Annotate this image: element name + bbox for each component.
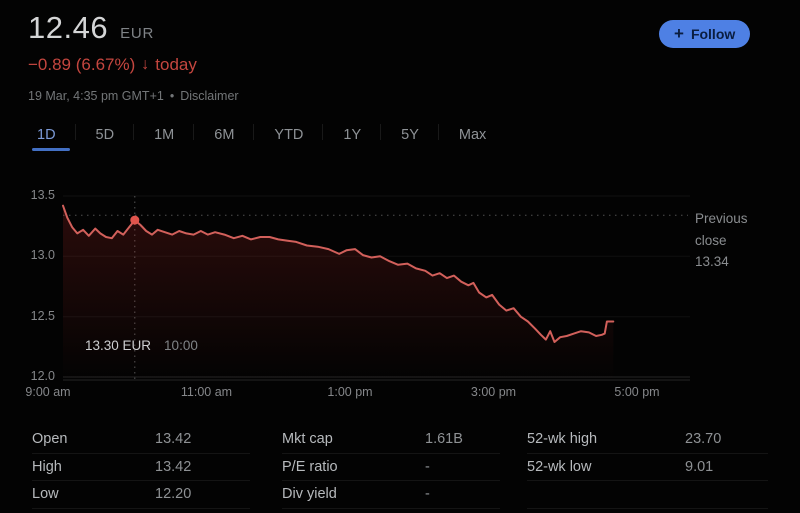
stat-row-open: Open 13.42 [32,426,250,454]
stat-row-52-wk-high: 52-wk high 23.70 [527,426,768,454]
stat-label: Div yield [282,486,337,503]
stat-label: High [32,458,62,475]
stat-value: - [425,486,430,503]
stat-row-mkt-cap: Mkt cap 1.61B [282,426,500,454]
previous-close-text-line: Previous [695,211,748,226]
stat-value: 12.20 [155,486,192,503]
tab-1y[interactable]: 1Y [323,118,381,151]
quote-timestamp: 19 Mar, 4:35 pm GMT+1 [28,89,164,103]
tab-5d[interactable]: 5D [76,118,135,151]
price-chart[interactable]: 13.30 EUR 10:00 Previous close 13.34 13.5 1… [0,185,800,410]
tab-6m[interactable]: 6M [194,118,255,151]
down-arrow-icon: ↓ [141,56,150,73]
tooltip-price: 13.30 EUR [85,338,152,353]
tab-1m[interactable]: 1M [134,118,195,151]
currency-code: EUR [120,25,155,42]
quote-header: 12.46 EUR −0.89 (6.67%) ↓ today 19 Mar, … [28,10,239,103]
stat-row-div-yield: Div yield - [282,481,500,509]
disclaimer-link[interactable]: Disclaimer [180,89,239,103]
stat-label: 52-wk low [527,458,592,475]
x-axis-label: 5:00 pm [614,385,660,399]
dot-separator: • [169,89,175,103]
price-row: 12.46 EUR [28,10,239,46]
follow-button-label: Follow [690,26,736,42]
stats-column-2: Mkt cap 1.61B P/E ratio - Div yield - [282,426,500,509]
stat-label: 52-wk high [527,431,598,448]
crosshair-dot [130,215,140,225]
x-axis-label: 9:00 am [25,385,71,399]
tab-ytd[interactable]: YTD [254,118,324,151]
stat-value: 13.42 [155,431,192,448]
previous-close-text-line: close [695,232,727,248]
stats-column-3: 52-wk high 23.70 52-wk low 9.01 [527,426,768,509]
tab-1d[interactable]: 1D [27,118,76,151]
follow-button[interactable]: + Follow [659,20,751,48]
stat-value: 13.42 [155,458,192,475]
previous-close-text-line: 13.34 [695,254,729,269]
change-amount: −0.89 (6.67%) [28,55,136,74]
y-axis-label: 13.5 [30,188,55,202]
y-axis-label: 12.5 [30,308,55,323]
stat-value: - [425,458,430,475]
plus-icon: + [674,24,684,43]
stat-label: P/E ratio [282,458,338,475]
stat-label: Open [32,431,68,448]
time-range-tabs: 1D 5D 1M 6M YTD 1Y 5Y Max [27,118,506,151]
x-axis-label: 1:00 pm [327,385,373,399]
tab-5y[interactable]: 5Y [381,118,439,151]
price-change: −0.89 (6.67%) ↓ today [28,55,239,75]
stat-row-low: Low 12.20 [32,481,250,509]
stat-value: 1.61B [425,431,463,448]
tooltip-time: 10:00 [164,338,198,353]
price-area-fill [63,205,614,380]
current-price: 12.46 [28,10,109,45]
price-chart-svg[interactable] [0,185,800,410]
stat-row-empty [527,481,768,509]
change-period: today [155,55,197,74]
x-axis-label: 3:00 pm [470,385,517,399]
previous-close-label: Previous close 13.34 [695,208,748,273]
y-axis-label: 13.0 [30,248,55,263]
quote-timestamp-row: 19 Mar, 4:35 pm GMT+1 • Disclaimer [28,89,239,103]
stat-value: 23.70 [685,431,722,448]
stat-label: Mkt cap [282,431,333,448]
stat-row-52-wk-low: 52-wk low 9.01 [527,454,768,481]
stat-row-p-e-ratio: P/E ratio - [282,454,500,481]
stat-row-high: High 13.42 [32,454,250,481]
crosshair-tooltip: 13.30 EUR 10:00 [85,338,198,353]
stat-value: 9.01 [685,458,714,475]
stats-column-1: Open 13.42 High 13.42 Low 12.20 [32,426,250,509]
stat-label: Low [32,486,59,503]
tab-max[interactable]: Max [458,126,487,143]
x-axis-label: 11:00 am [180,385,233,399]
y-axis-label: 12.0 [30,369,55,383]
